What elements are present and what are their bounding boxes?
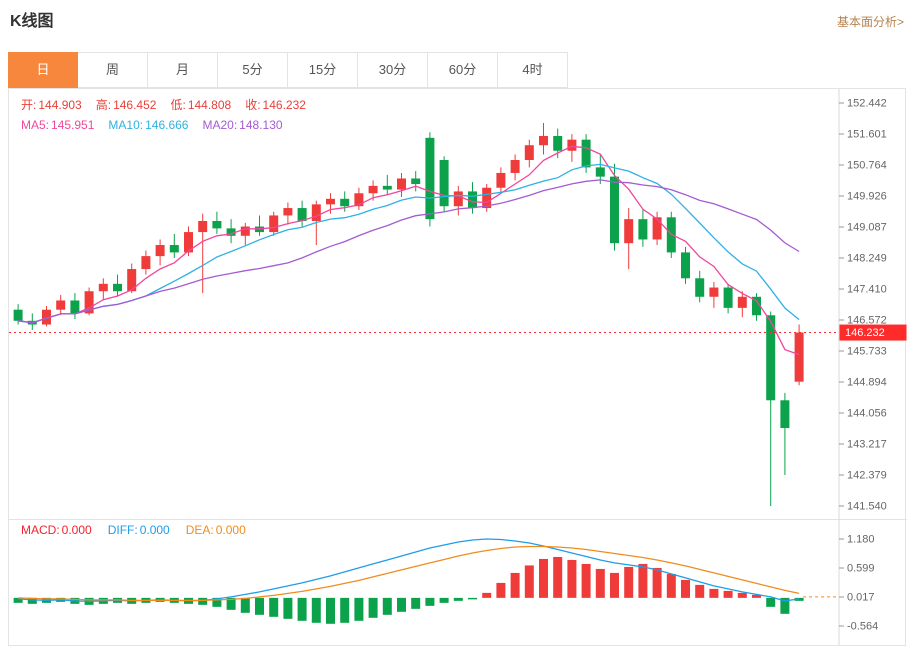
- ma5-value: MA5: 145.951: [21, 118, 95, 132]
- tab-15min[interactable]: 15分: [288, 52, 358, 88]
- tab-60min[interactable]: 60分: [428, 52, 498, 88]
- svg-text:141.540: 141.540: [847, 501, 887, 513]
- page-header: K线图 基本面分析>: [0, 0, 914, 32]
- tab-week[interactable]: 周: [78, 52, 148, 88]
- svg-text:147.410: 147.410: [847, 284, 887, 296]
- tab-30min[interactable]: 30分: [358, 52, 428, 88]
- fundamental-analysis-link[interactable]: 基本面分析>: [836, 15, 904, 29]
- current-price-tag: [839, 324, 907, 341]
- svg-text:142.379: 142.379: [847, 470, 887, 482]
- svg-text:144.894: 144.894: [847, 377, 887, 389]
- tab-month[interactable]: 月: [148, 52, 218, 88]
- svg-text:146.572: 146.572: [847, 315, 887, 327]
- svg-text:146.232: 146.232: [845, 327, 885, 339]
- svg-text:149.087: 149.087: [847, 222, 887, 234]
- interval-tabs: 日 周 月 5分 15分 30分 60分 4时: [8, 52, 906, 88]
- macd-value: MACD: 0.000: [21, 523, 92, 537]
- chart-container: 开: 144.903 高: 146.452 低: 144.808 收: 146.232 …: [8, 88, 907, 646]
- candlestick-chart: 152.442 151.601 150.764 149.926 149.087 148.2…: [9, 89, 907, 519]
- svg-text:151.601: 151.601: [847, 129, 887, 141]
- macd-histogram: [13, 556, 804, 624]
- svg-text:0.599: 0.599: [847, 563, 875, 575]
- dea-line: [18, 545, 800, 602]
- svg-text:150.764: 150.764: [847, 160, 887, 172]
- ma5-line: [18, 145, 800, 356]
- page-title: K线图: [10, 13, 54, 30]
- open-value: 开: 144.903: [21, 98, 82, 112]
- diff-value: DIFF: 0.000: [107, 523, 170, 537]
- low-value: 低: 144.808: [170, 98, 232, 112]
- high-value: 高: 146.452: [95, 98, 157, 112]
- ma20-value: MA20: 148.130: [202, 118, 283, 132]
- tab-4hour[interactable]: 4时: [498, 52, 568, 88]
- dea-value: DEA: 0.000: [185, 523, 246, 537]
- svg-text:148.249: 148.249: [847, 253, 887, 265]
- tab-day[interactable]: 日: [8, 52, 78, 88]
- ma10-value: MA10: 146.666: [108, 118, 189, 132]
- candles-layer: [13, 123, 804, 506]
- macd-axis-labels: 1.180 0.599 0.017 -0.564: [839, 534, 878, 633]
- close-value: 收: 146.232: [245, 98, 306, 112]
- svg-text:143.217: 143.217: [847, 439, 887, 451]
- ma20-line: [18, 179, 800, 324]
- svg-text:145.733: 145.733: [847, 346, 887, 358]
- macd-indicator-chart: 1.180 0.599 0.017 -0.564: [9, 519, 907, 645]
- chart-legend: 开: 144.903 高: 146.452 低: 144.808 收: 146.232 …: [21, 96, 306, 137]
- svg-text:1.180: 1.180: [847, 534, 875, 546]
- tab-5min[interactable]: 5分: [218, 52, 288, 88]
- ohlc-legend: 开: 144.903 高: 146.452 低: 144.808 收: 146.232: [21, 96, 306, 113]
- svg-text:149.926: 149.926: [847, 191, 887, 203]
- svg-text:152.442: 152.442: [847, 98, 887, 110]
- price-axis-labels: 152.442 151.601 150.764 149.926 149.087 148.2…: [839, 98, 887, 513]
- svg-text:144.056: 144.056: [847, 408, 887, 420]
- macd-legend: MACD: 0.000 DIFF: 0.000 DEA: 0.000: [21, 523, 246, 537]
- ma-legend: MA5: 145.951 MA10: 146.666 MA20: 148.130: [21, 118, 306, 132]
- svg-text:-0.564: -0.564: [847, 621, 878, 633]
- svg-text:0.017: 0.017: [847, 592, 875, 604]
